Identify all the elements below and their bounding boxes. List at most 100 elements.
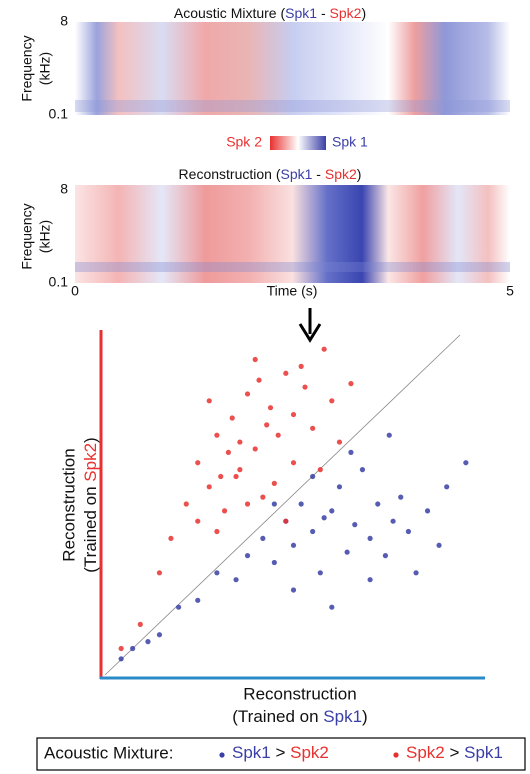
scatter-point bbox=[267, 405, 274, 411]
colorbar bbox=[270, 136, 326, 150]
scatter-point bbox=[237, 467, 243, 473]
scatter-point bbox=[344, 549, 350, 555]
scatter-point bbox=[176, 604, 182, 610]
scatter-point bbox=[310, 528, 316, 535]
label-part: Acoustic Mixture ( bbox=[174, 5, 286, 21]
scatter-point bbox=[321, 515, 327, 521]
y-tick-label: 0.1 bbox=[49, 106, 69, 122]
scatter-point bbox=[413, 570, 419, 576]
scatter-point bbox=[283, 518, 289, 524]
y-axis-label: (kHz) bbox=[37, 220, 53, 253]
scatter-point bbox=[225, 449, 231, 455]
y-axis-label: Frequency bbox=[19, 35, 35, 101]
y-axis-label: (Trained on Spk2) bbox=[81, 437, 100, 572]
legend-entry: Spk2 > Spk1 bbox=[406, 743, 503, 762]
scatter-point bbox=[444, 484, 450, 490]
scatter-point bbox=[195, 597, 201, 603]
scatter-point bbox=[275, 432, 281, 438]
label-part: ) bbox=[81, 437, 100, 443]
legend-marker bbox=[219, 752, 225, 758]
scatter-point bbox=[298, 501, 304, 507]
scatter-point bbox=[221, 508, 228, 514]
scatter-point bbox=[352, 522, 358, 528]
diagonal bbox=[104, 334, 461, 676]
scatter-point bbox=[283, 370, 289, 376]
label-part: - bbox=[317, 5, 329, 21]
scatter-point bbox=[137, 621, 143, 628]
legend-entry: Spk1 > Spk2 bbox=[232, 743, 329, 762]
y-tick-label: 8 bbox=[60, 181, 68, 197]
scatter-point bbox=[290, 542, 297, 548]
scatter-point bbox=[252, 356, 258, 363]
spectrogram bbox=[75, 22, 510, 115]
scatter-point bbox=[398, 494, 404, 500]
scatter-point bbox=[271, 501, 277, 507]
scatter-point bbox=[317, 570, 323, 576]
y-axis-label: (kHz) bbox=[37, 52, 53, 85]
scatter-point bbox=[244, 501, 251, 507]
scatter-point bbox=[260, 494, 266, 500]
scatter-point bbox=[290, 460, 297, 466]
label-part: Spk1 bbox=[323, 707, 362, 726]
label-part: Spk1 bbox=[280, 166, 312, 182]
legend-box bbox=[36, 737, 526, 771]
x-axis-label: Reconstruction bbox=[243, 684, 356, 703]
scatter-point bbox=[145, 639, 151, 645]
colorbar-label: Spk 1 bbox=[332, 134, 368, 150]
arrow-head bbox=[298, 323, 322, 343]
scatter-point bbox=[118, 656, 124, 662]
scatter-point bbox=[130, 645, 136, 652]
label: Acoustic Mixture (Spk1 - Spk2) bbox=[174, 5, 366, 21]
scatter-point bbox=[348, 381, 354, 387]
y-axis-label: Reconstruction bbox=[59, 448, 78, 561]
scatter-point bbox=[302, 384, 308, 390]
scatter-point bbox=[214, 528, 220, 535]
scatter-point bbox=[290, 587, 297, 593]
label-part: Reconstruction ( bbox=[179, 166, 281, 182]
scatter-point bbox=[214, 432, 220, 438]
x-axis-label: (Trained on Spk1) bbox=[232, 707, 367, 726]
scatter-point bbox=[367, 535, 373, 542]
scatter-point bbox=[290, 411, 297, 418]
x-tick-label: 5 bbox=[506, 283, 514, 299]
scatter-point bbox=[244, 391, 251, 397]
scatter-point bbox=[405, 528, 411, 535]
legend-marker bbox=[393, 752, 399, 758]
label-part: ) bbox=[361, 5, 366, 21]
y-tick-label: 8 bbox=[60, 13, 68, 29]
legend-part: > bbox=[445, 743, 464, 762]
scatter-point bbox=[321, 346, 327, 352]
scatter-point bbox=[329, 398, 335, 404]
scatter-point bbox=[336, 439, 343, 445]
label-part: ) bbox=[362, 707, 368, 726]
label-part: (Trained on bbox=[232, 707, 323, 726]
y-axis-label: Frequency bbox=[19, 203, 35, 269]
label: Reconstruction (Spk1 - Spk2) bbox=[179, 166, 362, 182]
scatter-point bbox=[463, 460, 469, 466]
scatter-point bbox=[386, 432, 392, 438]
scatter-point bbox=[390, 518, 396, 524]
scatter-point bbox=[424, 508, 431, 514]
scatter-point bbox=[118, 645, 124, 652]
legend-part: Spk2 bbox=[406, 743, 445, 762]
y-tick-label: 0.1 bbox=[49, 274, 69, 290]
scatter-point bbox=[359, 467, 366, 473]
scatter-point bbox=[329, 604, 335, 610]
scatter-point bbox=[348, 449, 354, 455]
spectrogram bbox=[75, 185, 510, 283]
scatter-point bbox=[317, 467, 323, 473]
scatter-point bbox=[298, 363, 304, 369]
legend-title: Acoustic Mixture: bbox=[44, 743, 173, 762]
scatter-point bbox=[375, 501, 381, 507]
label-part: Spk2 bbox=[81, 443, 100, 482]
scatter-point bbox=[367, 577, 373, 583]
scatter-point bbox=[436, 542, 442, 548]
label-part: Spk2 bbox=[330, 5, 362, 21]
label-part: ) bbox=[357, 166, 362, 182]
scatter-point bbox=[233, 577, 239, 583]
x-tick-label: 0 bbox=[71, 283, 79, 299]
scatter-point bbox=[310, 473, 316, 480]
legend-part: > bbox=[271, 743, 290, 762]
scatter-point bbox=[244, 553, 251, 559]
